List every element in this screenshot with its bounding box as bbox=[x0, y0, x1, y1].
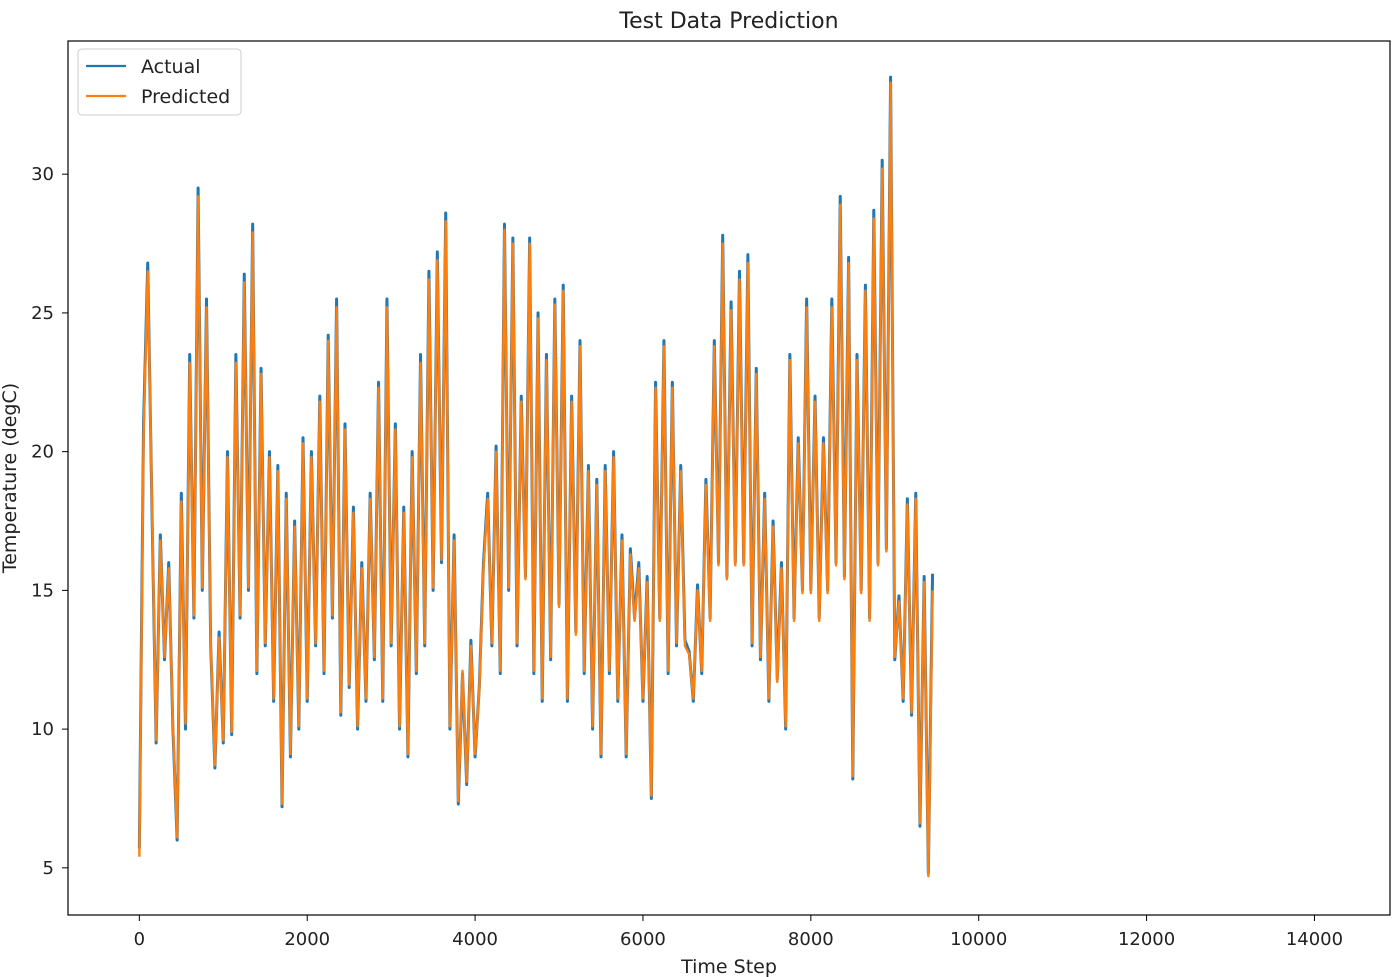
y-tick-label: 20 bbox=[31, 442, 54, 463]
x-axis-label: Time Step bbox=[680, 956, 777, 977]
plot-frame bbox=[67, 40, 1391, 916]
x-tick-label: 0 bbox=[134, 929, 145, 950]
legend-label-actual: Actual bbox=[141, 56, 201, 78]
x-tick-label: 14000 bbox=[1286, 929, 1343, 950]
y-axis: 5 10 15 20 25 30 bbox=[31, 164, 68, 879]
series-group bbox=[137, 75, 935, 878]
legend: Actual Predicted bbox=[77, 48, 242, 116]
y-tick-label: 25 bbox=[31, 303, 54, 324]
x-tick-label: 12000 bbox=[1118, 929, 1175, 950]
y-tick-label: 30 bbox=[31, 164, 54, 185]
x-tick-label: 8000 bbox=[788, 929, 834, 950]
y-tick-label: 10 bbox=[31, 719, 54, 740]
x-axis: 0 2000 4000 6000 8000 10000 12000 14000 bbox=[134, 915, 1343, 950]
x-tick-label: 10000 bbox=[950, 929, 1007, 950]
y-axis-label: Temperature (degC) bbox=[0, 383, 21, 574]
legend-label-predicted: Predicted bbox=[141, 86, 230, 108]
x-tick-label: 6000 bbox=[620, 929, 666, 950]
series-line-predicted bbox=[138, 81, 934, 878]
x-tick-label: 2000 bbox=[284, 929, 330, 950]
y-tick-label: 5 bbox=[43, 858, 54, 879]
y-tick-label: 15 bbox=[31, 580, 54, 601]
x-tick-label: 4000 bbox=[452, 929, 498, 950]
chart-title: Test Data Prediction bbox=[618, 9, 838, 34]
